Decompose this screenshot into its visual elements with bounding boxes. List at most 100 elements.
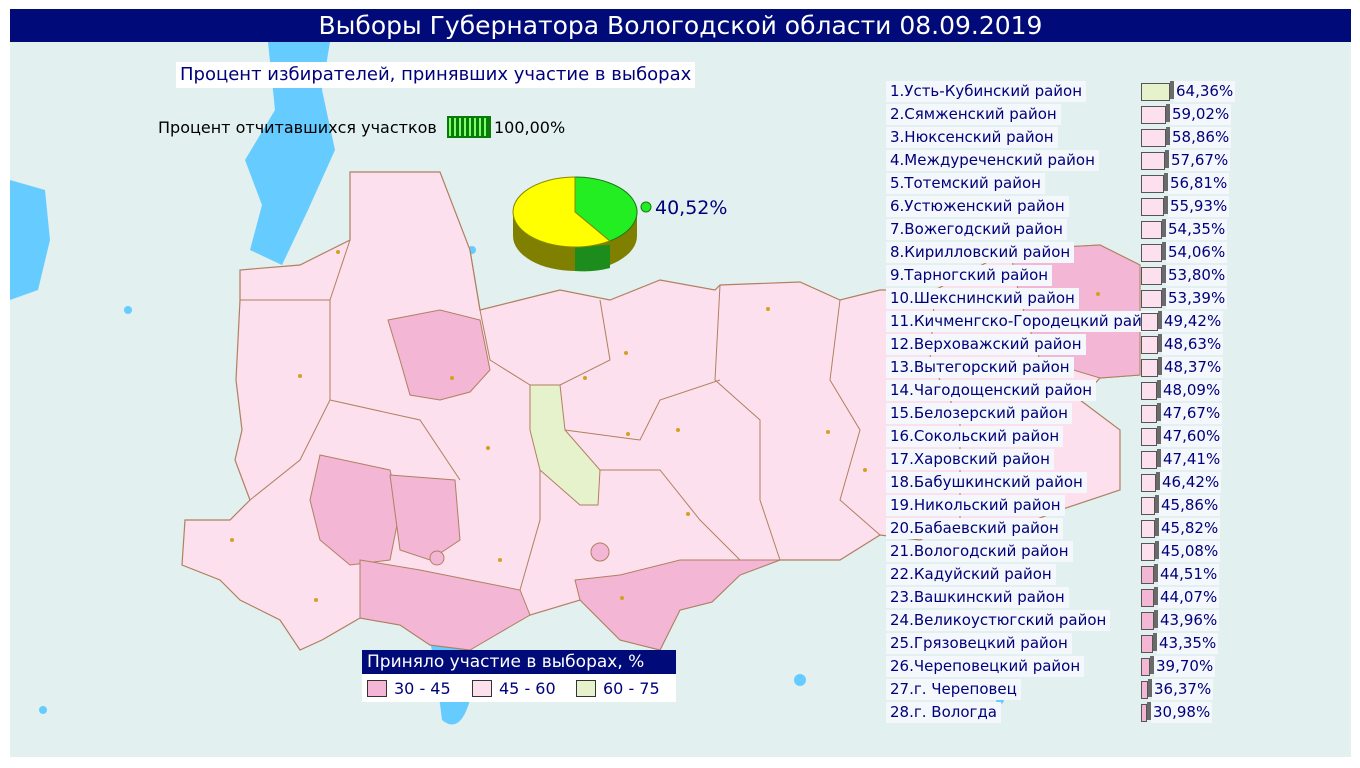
district-turnout-value: 53,39% [1166, 288, 1228, 309]
turnout-value: 40,52% [655, 197, 728, 219]
district-turnout-bar [1141, 403, 1161, 423]
district-turnout-bar [1141, 104, 1170, 124]
district-turnout-bar [1141, 127, 1170, 147]
district-turnout-value: 54,35% [1166, 219, 1228, 240]
district-name: 17.Харовский район [886, 449, 1054, 470]
page-title: Выборы Губернатора Вологодской области 0… [10, 9, 1351, 42]
district-name: 15.Белозерский район [886, 403, 1072, 424]
district-name: 18.Бабушкинский район [886, 472, 1087, 493]
district-turnout-value: 54,06% [1166, 242, 1228, 263]
district-turnout-bar [1141, 610, 1158, 630]
district-turnout-value: 56,81% [1168, 173, 1230, 194]
district-name: 1.Усть-Кубинский район [886, 81, 1087, 102]
district-ust-kubinsky [529, 384, 601, 506]
district-turnout-bar [1141, 633, 1157, 653]
district-name: 24.Великоустюгский район [886, 610, 1111, 631]
district-turnout-bar [1141, 518, 1159, 538]
district-turnout-bar [1141, 587, 1158, 607]
district-turnout-bar [1141, 150, 1169, 170]
district-vashki [387, 309, 491, 401]
district-name: 26.Череповецкий район [886, 656, 1085, 677]
legend-label: 60 - 75 [603, 679, 660, 698]
district-turnout-value: 44,51% [1158, 564, 1220, 585]
district-turnout-bar [1141, 265, 1166, 285]
district-turnout-value: 47,67% [1161, 403, 1223, 424]
district-name: 16.Сокольский район [886, 426, 1064, 447]
district-turnout-value: 59,02% [1170, 104, 1232, 125]
district-turnout-value: 47,60% [1161, 426, 1223, 447]
legend-swatch [367, 680, 387, 697]
reporting-label: Процент отчитавшихся участков [158, 118, 437, 137]
district-name: 3.Нюксенский район [886, 127, 1058, 148]
district-turnout-bar [1141, 656, 1154, 676]
turnout-pie-chart [512, 176, 652, 272]
district-name: 7.Вожегодский район [886, 219, 1067, 240]
district-turnout-value: 45,82% [1159, 518, 1221, 539]
district-name: 4.Междуреченский район [886, 150, 1099, 171]
district-turnout-bar [1141, 679, 1152, 699]
district-turnout-value: 47,41% [1161, 449, 1223, 470]
legend-label: 45 - 60 [499, 679, 556, 698]
legend-swatch [472, 680, 492, 697]
district-name: 19.Никольский район [886, 495, 1065, 516]
city-vologda [590, 542, 610, 562]
district-turnout-value: 48,63% [1162, 334, 1224, 355]
reporting-value: 100,00% [494, 118, 566, 137]
district-turnout-bar [1141, 196, 1168, 216]
legend: Приняло участие в выборах, % 30 - 45 45 … [362, 650, 676, 702]
district-turnout-bar [1141, 472, 1160, 492]
lake-onega [245, 42, 335, 265]
lake-ladoga [10, 180, 50, 300]
non-turnout-slice [512, 176, 611, 248]
district-kaduy [389, 474, 461, 561]
district-turnout-bar [1141, 173, 1168, 193]
district-turnout-value: 55,93% [1168, 196, 1230, 217]
district-turnout-value: 48,09% [1161, 380, 1223, 401]
map-subtitle: Процент избирателей, принявших участие в… [176, 62, 696, 88]
district-name: 5.Тотемский район [886, 173, 1045, 194]
district-name: 9.Тарногский район [886, 265, 1053, 286]
district-turnout-value: 39,70% [1154, 656, 1216, 677]
district-turnout-value: 43,35% [1157, 633, 1219, 654]
district-ustyuzhna [359, 559, 531, 651]
turnout-slice [574, 176, 638, 242]
district-turnout-bar [1141, 357, 1162, 377]
district-turnout-bar [1141, 219, 1166, 239]
district-turnout-value: 58,86% [1170, 127, 1232, 148]
district-name: 20.Бабаевский район [886, 518, 1063, 539]
turnout-marker [640, 201, 652, 213]
district-turnout-bar [1141, 702, 1151, 722]
district-name: 2.Сямженский район [886, 104, 1061, 125]
reporting-progress-icon [447, 116, 491, 138]
district-turnout-value: 57,67% [1169, 150, 1231, 171]
district-turnout-value: 30,98% [1151, 702, 1213, 723]
district-turnout-bar [1141, 334, 1162, 354]
district-name: 14.Чагодощенский район [886, 380, 1097, 401]
district-turnout-bar [1141, 541, 1159, 561]
district-name: 21.Вологодский район [886, 541, 1073, 562]
district-gryazovets [574, 559, 781, 651]
district-turnout-value: 45,86% [1159, 495, 1221, 516]
legend-title: Приняло участие в выборах, % [362, 650, 676, 674]
district-turnout-bar [1141, 288, 1166, 308]
district-turnout-bar [1141, 564, 1158, 584]
district-turnout-bar [1141, 426, 1161, 446]
city-cherepovets [429, 550, 445, 566]
district-name: 27.г. Череповец [886, 679, 1021, 700]
district-turnout-bar [1141, 242, 1166, 262]
district-turnout-value: 49,42% [1162, 311, 1224, 332]
district-turnout-value: 48,37% [1162, 357, 1224, 378]
district-turnout-bar [1141, 495, 1159, 515]
district-name: 10.Шекснинский район [886, 288, 1079, 309]
district-turnout-value: 53,80% [1166, 265, 1228, 286]
district-turnout-bar [1141, 449, 1161, 469]
district-turnout-value: 44,07% [1158, 587, 1220, 608]
district-name: 22.Кадуйский район [886, 564, 1056, 585]
district-name: 23.Вашкинский район [886, 587, 1069, 608]
district-name: 28.г. Вологда [886, 702, 1001, 723]
district-name: 8.Кирилловский район [886, 242, 1075, 263]
district-turnout-bar [1141, 311, 1162, 331]
district-turnout-value: 43,96% [1158, 610, 1220, 631]
district-turnout-value: 46,42% [1160, 472, 1222, 493]
district-name: 11.Кичменгско-Городецкий район [886, 311, 1165, 332]
